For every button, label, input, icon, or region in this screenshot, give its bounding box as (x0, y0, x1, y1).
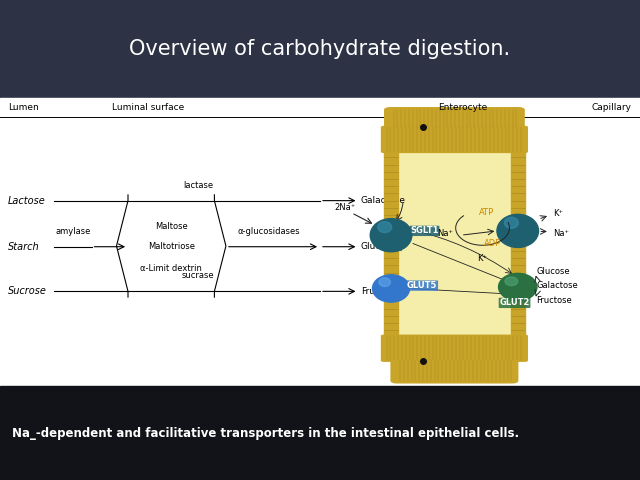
Text: Capillary: Capillary (592, 103, 632, 112)
Text: Overview of carbohydrate digestion.: Overview of carbohydrate digestion. (129, 39, 511, 59)
Ellipse shape (372, 275, 410, 302)
Text: ATP: ATP (479, 208, 495, 216)
Text: Sucrose: Sucrose (8, 287, 47, 296)
Text: α-Limit dextrin: α-Limit dextrin (140, 264, 202, 273)
Text: Luminal surface: Luminal surface (112, 103, 184, 112)
Ellipse shape (499, 273, 537, 300)
Text: Maltotriose: Maltotriose (148, 242, 195, 251)
Ellipse shape (378, 222, 392, 233)
Text: K⁺: K⁺ (553, 208, 563, 217)
Text: sucrase: sucrase (182, 271, 214, 280)
Ellipse shape (504, 217, 518, 228)
Text: Na⁺: Na⁺ (436, 229, 453, 238)
FancyBboxPatch shape (390, 358, 518, 384)
Text: Galactose: Galactose (361, 196, 406, 205)
FancyBboxPatch shape (381, 335, 528, 362)
Ellipse shape (497, 214, 538, 247)
Text: amylase: amylase (56, 227, 92, 236)
Text: SGLT1: SGLT1 (410, 227, 439, 235)
Bar (511, 152, 525, 336)
Ellipse shape (379, 278, 390, 287)
Ellipse shape (370, 218, 412, 252)
Bar (0, 0, 640, 98)
Text: lactase: lactase (183, 180, 214, 190)
Text: Na_-dependent and facilitative transporters in the intestinal epithelial cells.: Na_-dependent and facilitative transport… (12, 427, 518, 440)
Bar (0, 386, 640, 480)
Text: K⁺: K⁺ (477, 254, 488, 263)
FancyBboxPatch shape (384, 107, 525, 130)
Bar (0, 98, 640, 386)
Text: Na⁺: Na⁺ (553, 228, 569, 238)
Text: α-glucosidases: α-glucosidases (237, 227, 300, 236)
Text: Lactose: Lactose (8, 196, 45, 205)
Text: Starch: Starch (8, 242, 39, 252)
Text: Fructose: Fructose (361, 287, 399, 296)
Text: Maltose: Maltose (155, 222, 188, 231)
Text: Glucose: Glucose (536, 267, 570, 276)
Text: 2Na⁺: 2Na⁺ (334, 204, 356, 212)
Text: GLUT5: GLUT5 (407, 281, 437, 290)
Text: Enterocyte: Enterocyte (438, 103, 488, 112)
Ellipse shape (505, 277, 518, 286)
Bar (384, 152, 398, 336)
Text: ADP: ADP (483, 240, 501, 248)
Text: Glucose: Glucose (361, 242, 397, 251)
Text: Galactose: Galactose (536, 281, 578, 290)
Text: Fructose: Fructose (536, 296, 572, 305)
FancyBboxPatch shape (395, 150, 514, 337)
Text: GLUT2: GLUT2 (499, 299, 530, 307)
Text: Lumen: Lumen (8, 103, 38, 112)
FancyBboxPatch shape (381, 126, 528, 153)
